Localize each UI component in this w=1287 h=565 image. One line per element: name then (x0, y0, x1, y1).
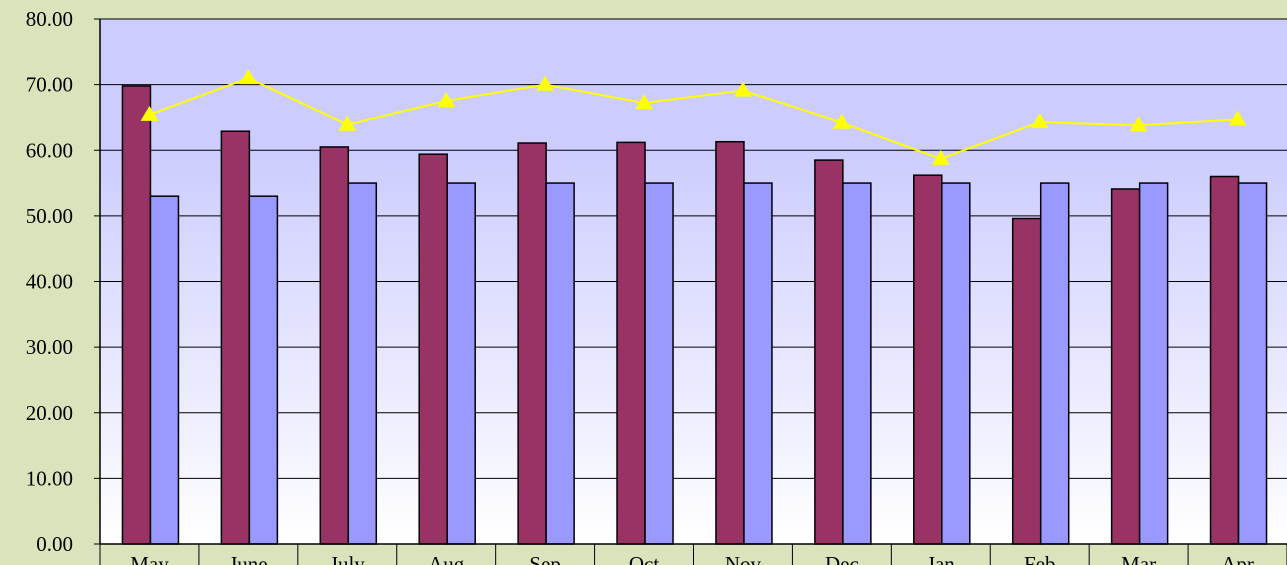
bar-series-2-dec (842, 182, 872, 545)
y-tick-label: 50.00 (26, 204, 73, 228)
x-tick-label: Feb (1024, 552, 1056, 565)
line-marker-dec (833, 113, 851, 129)
line-series (140, 69, 1247, 165)
x-tick-label: June (229, 552, 268, 565)
bar-series-2-aug (446, 182, 476, 545)
bar-series-1-july (319, 146, 350, 545)
bar-series-1-aug (418, 153, 448, 545)
y-tick-label: 40.00 (26, 270, 73, 294)
bar-series-2-may (149, 195, 180, 545)
line-marker-sep (536, 75, 554, 91)
bar-series-2-jan (941, 182, 971, 545)
line-marker-jan (931, 149, 950, 165)
bar-series-1-jan (913, 174, 943, 545)
x-tick-label: Sep (529, 552, 561, 565)
x-tick-label: Aug (428, 552, 465, 565)
bar-series-1-sep (517, 142, 547, 545)
bar-series-2-sep (545, 182, 575, 545)
x-tick-label: May (130, 552, 169, 565)
bar-series-2-mar (1138, 182, 1169, 545)
x-axis-tick-labels: May June July Aug Sep Oct Nov Dec Jan Feb Mar Apr (130, 552, 1254, 565)
x-tick-label: Mar (1121, 552, 1156, 565)
line-marker-aug (437, 92, 456, 108)
bar-series-1-dec (814, 159, 844, 545)
line-marker-july (338, 115, 357, 131)
bar-series-1-may (121, 85, 152, 545)
y-tick-label: 80.00 (26, 7, 73, 31)
bar-series-1-june (220, 130, 251, 545)
x-tick-label: Jan (927, 552, 955, 565)
bar-series-1-apr (1209, 175, 1240, 545)
y-axis-tick-labels: 0.00 10.00 20.00 30.00 40.00 50.00 60.00 70.00 8… (26, 7, 73, 556)
bar-series-2-apr (1237, 182, 1268, 545)
y-tick-label: 60.00 (26, 138, 73, 162)
x-tick-label: Apr (1221, 552, 1254, 565)
line-marker-mar (1129, 116, 1148, 132)
line-marker-feb (1030, 113, 1049, 129)
bar-series-1-nov (715, 140, 745, 545)
bar-series-1-mar (1110, 188, 1141, 545)
x-tick-label: Nov (725, 552, 762, 565)
x-tick-label: Dec (825, 552, 859, 565)
y-tick-label: 10.00 (26, 466, 73, 490)
x-tick-label: July (330, 552, 366, 565)
bar-series-1-oct (616, 141, 646, 545)
line-marker-oct (635, 94, 653, 110)
line-series-path (149, 76, 1238, 160)
bar-series-2-feb (1039, 182, 1070, 545)
y-tick-label: 20.00 (26, 401, 73, 425)
bar-series-2-oct (644, 182, 674, 545)
line-marker-june (239, 69, 258, 85)
line-marker-nov (734, 81, 752, 97)
bar-series-2-june (248, 195, 279, 545)
line-marker-may (140, 105, 159, 121)
y-tick-label: 0.00 (36, 532, 73, 556)
x-tick-label: Oct (629, 552, 659, 565)
y-tick-label: 70.00 (26, 73, 73, 97)
axes (99, 19, 1287, 565)
y-tick-label: 30.00 (26, 335, 73, 359)
line-marker-apr (1228, 110, 1247, 126)
bar-series-2-nov (743, 182, 773, 545)
bar-series (121, 85, 1268, 545)
bar-series-1-feb (1011, 217, 1042, 545)
bar-series-2-july (347, 182, 378, 545)
